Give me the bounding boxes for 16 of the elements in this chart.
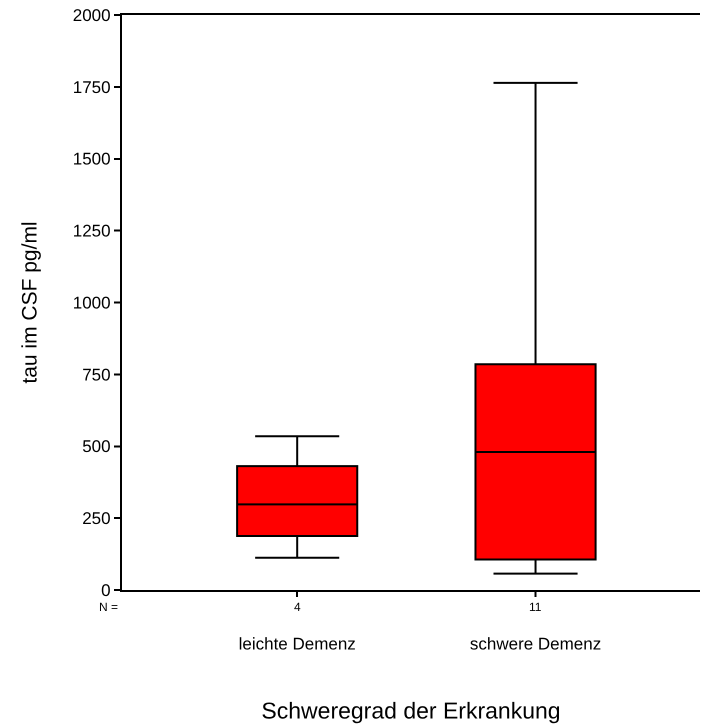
- y-tick-label: 0: [101, 580, 111, 600]
- text: 4: [294, 600, 301, 614]
- y-tick-label: 750: [82, 365, 111, 384]
- y-axis-title: tau im CSF pg/ml: [18, 221, 42, 384]
- y-tick-label: 1000: [72, 293, 111, 312]
- text: N =: [99, 600, 118, 614]
- y-tick-label: 500: [82, 437, 111, 456]
- y-tick-label: 1500: [72, 150, 111, 169]
- y-tick-label: 1250: [72, 222, 111, 241]
- x-axis-title: Schweregrad der Erkrankung: [261, 698, 561, 724]
- y-tick-label: 1750: [72, 78, 111, 97]
- x-tick-label: schwere Demenz: [470, 634, 602, 654]
- y-tick-label: 2000: [72, 6, 111, 25]
- x-tick-label: leichte Demenz: [238, 634, 356, 654]
- y-tick-label: 250: [82, 509, 111, 528]
- text: 11: [529, 600, 542, 614]
